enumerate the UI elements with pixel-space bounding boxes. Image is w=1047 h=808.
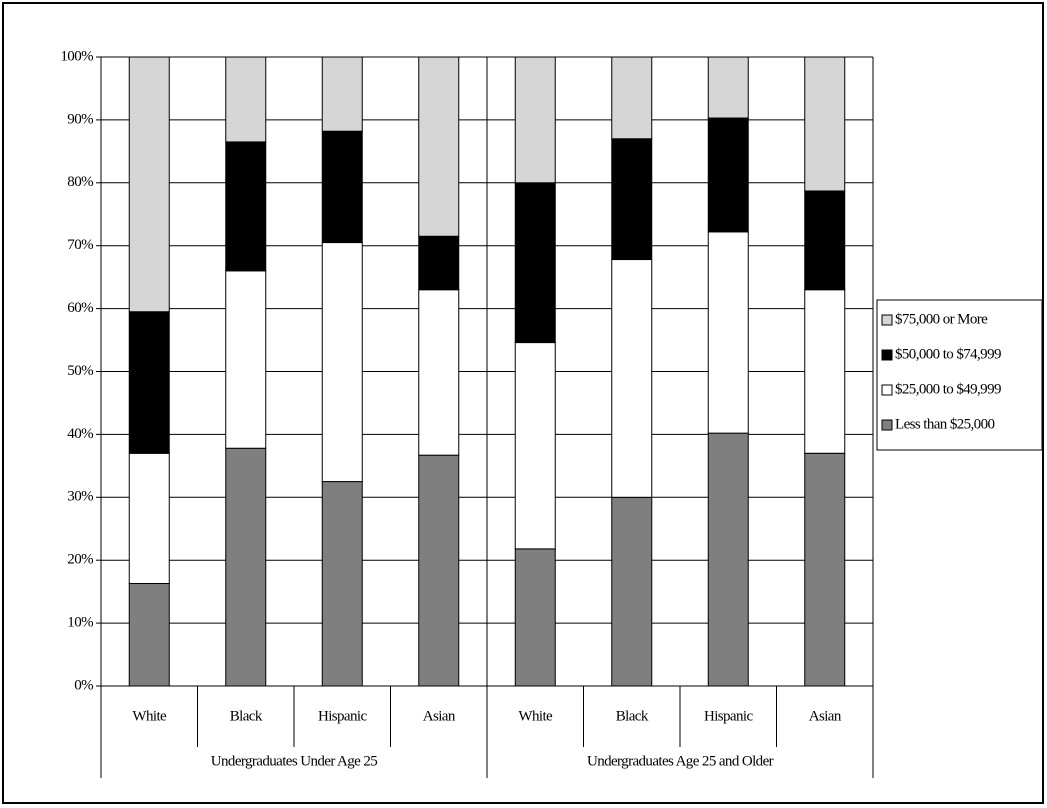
legend-label: $50,000 to $74,999: [895, 346, 1001, 362]
bar-segment: [225, 56, 267, 143]
bar-segment: [128, 311, 170, 454]
bar-segment: [418, 235, 460, 291]
bar-segment: [707, 432, 749, 687]
x-tick-label: Asian: [423, 708, 456, 724]
x-tick-label: White: [132, 708, 167, 724]
bar-segment: [321, 481, 363, 687]
legend-swatch: [881, 384, 893, 396]
bar-segment: [804, 452, 846, 687]
bar-segment: [804, 289, 846, 454]
y-tick-label: 70%: [67, 237, 93, 253]
y-tick-label: 10%: [67, 615, 93, 631]
bar-segment: [514, 342, 556, 550]
bar-segment: [514, 56, 556, 184]
bar-segment: [611, 259, 653, 498]
bar-segment: [514, 182, 556, 344]
bar-segment: [707, 56, 749, 119]
y-tick-label: 80%: [67, 174, 93, 190]
legend-box: [876, 299, 1043, 451]
bar-segment: [418, 454, 460, 687]
y-tick-label: 50%: [67, 363, 93, 379]
bar-segment: [128, 56, 170, 313]
bar-segment: [128, 452, 170, 584]
group-label: Undergraduates Age 25 and Older: [587, 753, 774, 769]
bar-segment: [804, 56, 846, 192]
bar-segment: [418, 56, 460, 237]
legend-label: Less than $25,000: [895, 416, 994, 432]
bar-segment: [804, 190, 846, 291]
y-tick-label: 100%: [60, 48, 93, 64]
bar-segment: [321, 130, 363, 244]
y-tick-label: 60%: [67, 300, 93, 316]
y-tick-label: 30%: [67, 489, 93, 505]
legend-swatch: [881, 419, 893, 431]
x-tick-label: Black: [230, 708, 263, 724]
x-tick-label: Hispanic: [318, 708, 367, 724]
y-tick-label: 0%: [74, 677, 93, 693]
bar-segment: [321, 242, 363, 483]
legend-label: $25,000 to $49,999: [895, 381, 1001, 397]
bar-segment: [611, 138, 653, 261]
x-tick-label: Hispanic: [704, 708, 753, 724]
y-tick-label: 20%: [67, 552, 93, 568]
group-label: Undergraduates Under Age 25: [211, 753, 377, 769]
x-tick-label: Asian: [809, 708, 842, 724]
bar-segment: [418, 289, 460, 456]
y-tick-label: 40%: [67, 426, 93, 442]
legend-swatch: [881, 349, 893, 361]
bar-segment: [707, 117, 749, 233]
legend-label: $75,000 or More: [895, 311, 988, 327]
bar-segment: [514, 548, 556, 687]
bar-segment: [611, 56, 653, 140]
x-tick-label: White: [518, 708, 553, 724]
bar-segment: [707, 231, 749, 434]
bar-segment: [225, 141, 267, 272]
bar-segment: [321, 56, 363, 132]
legend-swatch: [881, 314, 893, 326]
y-tick-label: 90%: [67, 111, 93, 127]
bar-segment: [225, 270, 267, 449]
bar-segment: [128, 582, 170, 687]
x-tick-label: Black: [616, 708, 649, 724]
bar-segment: [225, 447, 267, 687]
bar-segment: [611, 496, 653, 687]
